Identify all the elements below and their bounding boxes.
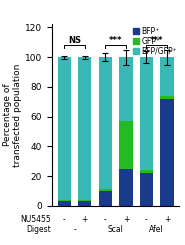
Text: ***: ***: [109, 36, 122, 45]
Bar: [99, 191, 112, 206]
Bar: [58, 57, 71, 200]
Text: -: -: [145, 215, 148, 224]
Bar: [119, 57, 133, 121]
Bar: [140, 57, 153, 170]
Text: ***: ***: [150, 36, 164, 45]
Bar: [119, 121, 133, 169]
Bar: [78, 201, 92, 206]
Text: AfeI: AfeI: [149, 225, 164, 234]
Legend: BFP⁺, GFP⁺, BFP/GFP⁺: BFP⁺, GFP⁺, BFP/GFP⁺: [133, 26, 177, 56]
Bar: [140, 170, 153, 173]
Text: -: -: [73, 225, 76, 234]
Bar: [58, 201, 71, 206]
Bar: [99, 57, 112, 189]
Bar: [99, 189, 112, 191]
Text: Digest: Digest: [26, 225, 51, 234]
Text: NU5455: NU5455: [20, 215, 51, 224]
Text: ScaI: ScaI: [108, 225, 124, 234]
Text: +: +: [123, 215, 129, 224]
Text: +: +: [82, 215, 88, 224]
Bar: [160, 96, 174, 99]
Bar: [160, 99, 174, 206]
Bar: [78, 200, 92, 201]
Bar: [119, 169, 133, 206]
Text: NS: NS: [68, 36, 81, 45]
Y-axis label: Percentage of
transfected population: Percentage of transfected population: [3, 63, 22, 167]
Bar: [140, 173, 153, 206]
Text: +: +: [164, 215, 170, 224]
Bar: [78, 57, 92, 200]
Bar: [160, 57, 174, 96]
Text: -: -: [104, 215, 107, 224]
Text: -: -: [63, 215, 66, 224]
Bar: [58, 200, 71, 201]
